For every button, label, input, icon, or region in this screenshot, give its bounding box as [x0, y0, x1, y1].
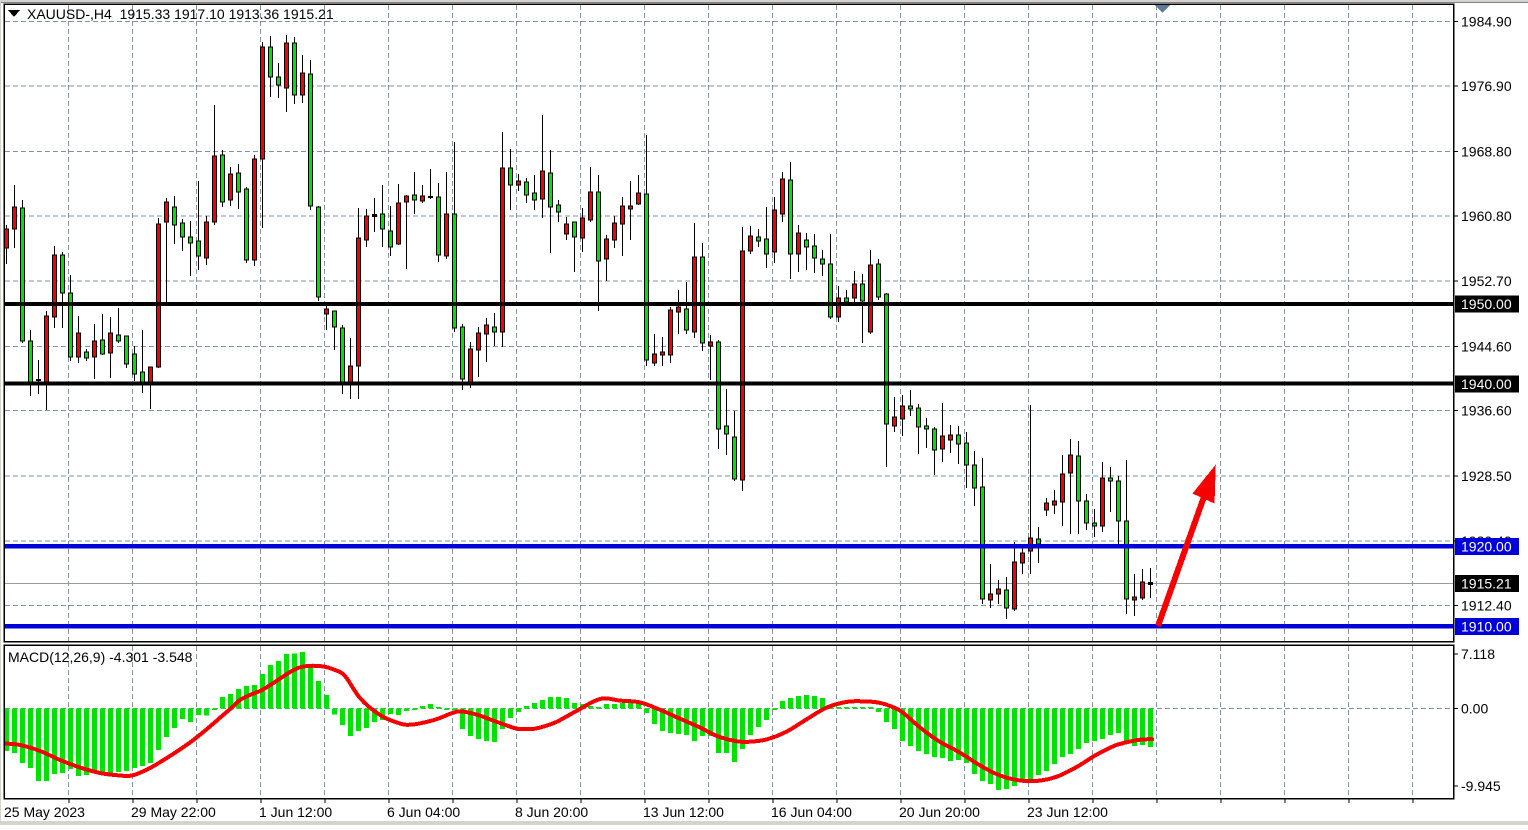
- svg-text:-9.945: -9.945: [1461, 778, 1501, 794]
- svg-text:29 May 22:00: 29 May 22:00: [131, 804, 216, 820]
- svg-text:1968.80: 1968.80: [1461, 143, 1512, 159]
- svg-text:1920.00: 1920.00: [1461, 539, 1512, 555]
- svg-text:1952.70: 1952.70: [1461, 273, 1512, 289]
- svg-text:1915.21: 1915.21: [1461, 576, 1512, 592]
- svg-text:16 Jun 04:00: 16 Jun 04:00: [771, 804, 852, 820]
- svg-text:1936.60: 1936.60: [1461, 403, 1512, 419]
- svg-text:1950.00: 1950.00: [1461, 296, 1512, 312]
- svg-text:1944.60: 1944.60: [1461, 338, 1512, 354]
- svg-text:6 Jun 04:00: 6 Jun 04:00: [387, 804, 460, 820]
- svg-text:MACD(12,26,9) -4.301 -3.548: MACD(12,26,9) -4.301 -3.548: [8, 649, 193, 665]
- svg-text:0.00: 0.00: [1461, 701, 1488, 717]
- svg-text:1984.90: 1984.90: [1461, 14, 1512, 30]
- svg-text:7.118: 7.118: [1461, 646, 1495, 662]
- svg-text:1976.90: 1976.90: [1461, 78, 1512, 94]
- svg-text:20 Jun 20:00: 20 Jun 20:00: [899, 804, 980, 820]
- svg-text:1 Jun 12:00: 1 Jun 12:00: [259, 804, 332, 820]
- svg-text:13 Jun 12:00: 13 Jun 12:00: [643, 804, 724, 820]
- svg-text:1912.40: 1912.40: [1461, 598, 1512, 614]
- svg-text:1960.80: 1960.80: [1461, 208, 1512, 224]
- svg-text:1940.00: 1940.00: [1461, 376, 1512, 392]
- svg-text:XAUUSD-,H4 1915.33 1917.10 19: XAUUSD-,H4 1915.33 1917.10 1913.36 1915.…: [27, 6, 334, 22]
- svg-text:8 Jun 20:00: 8 Jun 20:00: [515, 804, 588, 820]
- svg-text:1910.00: 1910.00: [1461, 619, 1512, 635]
- svg-text:25 May 2023: 25 May 2023: [4, 804, 85, 820]
- svg-text:1928.50: 1928.50: [1461, 468, 1512, 484]
- svg-text:23 Jun 12:00: 23 Jun 12:00: [1027, 804, 1108, 820]
